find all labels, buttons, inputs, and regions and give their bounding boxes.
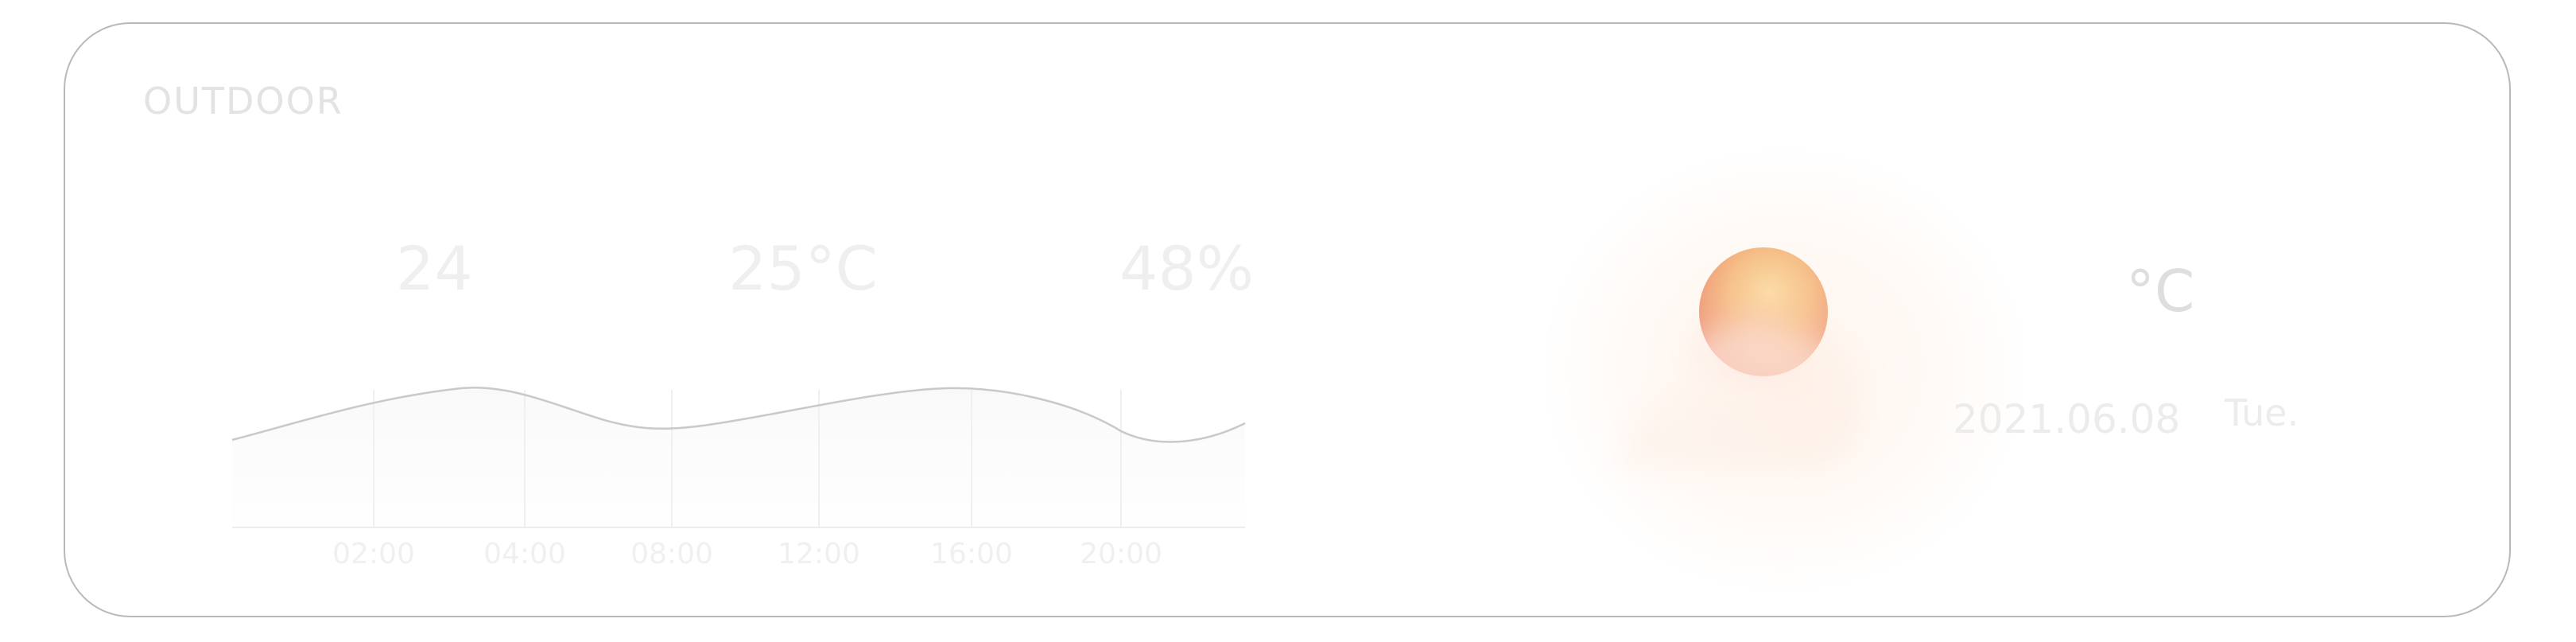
temperature-unit: °C [2126,258,2195,325]
panel-title: OUTDOOR [143,80,343,123]
stat-value-1: 24 [396,233,473,304]
weather-glow [1542,147,2027,593]
weekday-label: Tue. [2225,391,2299,434]
stat-humidity: 48% [1119,233,1254,304]
date-label: 2021.06.08 [1953,396,2181,442]
stat-temperature: 25°C [728,233,878,304]
